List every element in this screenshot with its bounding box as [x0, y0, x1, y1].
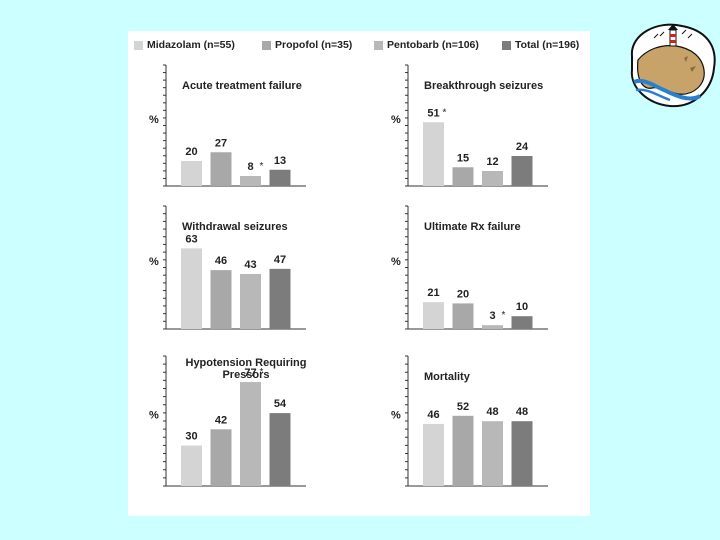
withdrawal-seizures-y-label: %: [149, 256, 159, 268]
mortality-title: Mortality: [424, 371, 471, 383]
legend-label-midazolam: Midazolam (n=55): [147, 39, 235, 51]
legend-swatch-midazolam: [134, 40, 143, 50]
breakthrough-seizures-title: Breakthrough seizures: [424, 80, 543, 92]
breakthrough-seizures-value-label-midazolam-n-55: 51: [427, 107, 439, 119]
mortality-value-label-propofol-n-35: 52: [457, 401, 469, 413]
withdrawal-seizures-value-label-total-n-196: 47: [274, 254, 286, 266]
breakthrough-seizures-value-label-propofol-n-35: 15: [457, 152, 469, 164]
ultimate-rx-failure-value-label-midazolam-n-55: 21: [427, 287, 439, 299]
legend-label-pentobarb: Pentobarb (n=106): [387, 39, 479, 51]
ultimate-rx-failure-bar-pentobarb-n-106: [482, 325, 503, 329]
withdrawal-seizures-bar-total-n-196: [269, 268, 291, 329]
hypotension-requiring-pressors-significance-star: *: [260, 367, 264, 378]
legend-item-total: Total (n=196): [502, 38, 579, 52]
ultimate-rx-failure-y-label: %: [391, 256, 401, 268]
hypotension-requiring-pressors-bar-propofol-n-35: [210, 429, 232, 486]
breakthrough-seizures-value-label-pentobarb-n-106: 12: [486, 156, 498, 168]
legend: Midazolam (n=55) Propofol (n=35) Pentoba…: [128, 31, 590, 59]
hypotension-requiring-pressors-value-label-propofol-n-35: 42: [215, 414, 227, 426]
acute-treatment-failure-bar-propofol-n-35: [210, 152, 232, 186]
breakthrough-seizures-bar-propofol-n-35: [452, 167, 474, 186]
ultimate-rx-failure-value-label-propofol-n-35: 20: [457, 288, 469, 300]
withdrawal-seizures-bar-pentobarb-n-106: [240, 273, 261, 329]
acute-treatment-failure-significance-star: *: [260, 161, 264, 172]
withdrawal-seizures-title: Withdrawal seizures: [182, 221, 288, 233]
hypotension-requiring-pressors-y-label: %: [149, 409, 159, 421]
acute-treatment-failure-bar-total-n-196: [269, 169, 291, 186]
hypotension-requiring-pressors-value-label-midazolam-n-55: 30: [185, 431, 197, 443]
bar-charts: % Acute treatment failure 20 27 8 * 13% Breakth…: [149, 64, 548, 487]
hypotension-requiring-pressors-value-label-total-n-196: 54: [274, 398, 287, 410]
legend-swatch-pentobarb: [374, 40, 383, 50]
ultimate-rx-failure-bar-propofol-n-35: [452, 303, 474, 329]
mortality-bar-total-n-196: [511, 421, 533, 486]
withdrawal-seizures-value-label-pentobarb-n-106: 43: [244, 259, 256, 271]
legend-item-midazolam: Midazolam (n=55): [134, 38, 235, 52]
withdrawal-seizures-bar-midazolam-n-55: [181, 248, 202, 329]
breakthrough-seizures-significance-star: *: [443, 107, 447, 118]
mortality-value-label-pentobarb-n-106: 48: [486, 406, 498, 418]
ultimate-rx-failure-value-label-total-n-196: 10: [516, 301, 528, 313]
ultimate-rx-failure-bar-midazolam-n-55: [423, 302, 444, 329]
acute-treatment-failure-value-label-midazolam-n-55: 20: [185, 146, 197, 158]
acute-treatment-failure-title: Acute treatment failure: [182, 80, 302, 92]
ultimate-rx-failure-value-label-pentobarb-n-106: 3: [489, 310, 495, 322]
ultimate-rx-failure-significance-star: *: [502, 310, 506, 321]
hypotension-requiring-pressors-title: Hypotension Requiring: [186, 357, 307, 369]
acute-treatment-failure-bar-midazolam-n-55: [181, 161, 202, 186]
withdrawal-seizures-bar-propofol-n-35: [210, 270, 232, 329]
withdrawal-seizures-value-label-propofol-n-35: 46: [215, 255, 227, 267]
legend-label-propofol: Propofol (n=35): [275, 39, 353, 51]
hypotension-requiring-pressors-bar-total-n-196: [269, 413, 291, 486]
mortality-value-label-total-n-196: 48: [516, 406, 528, 418]
legend-swatch-total: [502, 40, 511, 50]
mortality-bar-propofol-n-35: [452, 415, 474, 486]
breakthrough-seizures-value-label-total-n-196: 24: [516, 141, 529, 153]
hypotension-requiring-pressors-value-label-pentobarb-n-106: 77: [244, 367, 256, 379]
hypotension-requiring-pressors-title: Pressors: [222, 369, 269, 381]
acute-treatment-failure-bar-pentobarb-n-106: [240, 176, 261, 186]
ultimate-rx-failure-bar-total-n-196: [511, 316, 533, 329]
figure-panel: Midazolam (n=55) Propofol (n=35) Pentoba…: [128, 31, 590, 516]
legend-label-total: Total (n=196): [515, 39, 580, 51]
acute-treatment-failure-value-label-pentobarb-n-106: 8: [247, 161, 253, 173]
hypotension-requiring-pressors-bar-midazolam-n-55: [181, 445, 202, 486]
mortality-value-label-midazolam-n-55: 46: [427, 409, 439, 421]
breakthrough-seizures-bar-midazolam-n-55: [423, 122, 444, 186]
acute-treatment-failure-y-label: %: [149, 114, 159, 126]
acute-treatment-failure-value-label-total-n-196: 13: [274, 155, 286, 167]
breakthrough-seizures-bar-pentobarb-n-106: [482, 171, 503, 186]
hypotension-requiring-pressors-bar-pentobarb-n-106: [240, 382, 261, 486]
island-logo-icon: [630, 23, 716, 108]
legend-item-pentobarb: Pentobarb (n=106): [374, 38, 479, 52]
legend-swatch-propofol: [262, 40, 271, 50]
mortality-bar-midazolam-n-55: [423, 423, 444, 486]
withdrawal-seizures-value-label-midazolam-n-55: 63: [185, 233, 197, 245]
ultimate-rx-failure-title: Ultimate Rx failure: [424, 221, 521, 233]
breakthrough-seizures-bar-total-n-196: [511, 156, 533, 186]
legend-item-propofol: Propofol (n=35): [262, 38, 352, 52]
acute-treatment-failure-value-label-propofol-n-35: 27: [215, 137, 227, 149]
breakthrough-seizures-y-label: %: [391, 114, 401, 126]
mortality-y-label: %: [391, 409, 401, 421]
mortality-bar-pentobarb-n-106: [482, 421, 503, 486]
